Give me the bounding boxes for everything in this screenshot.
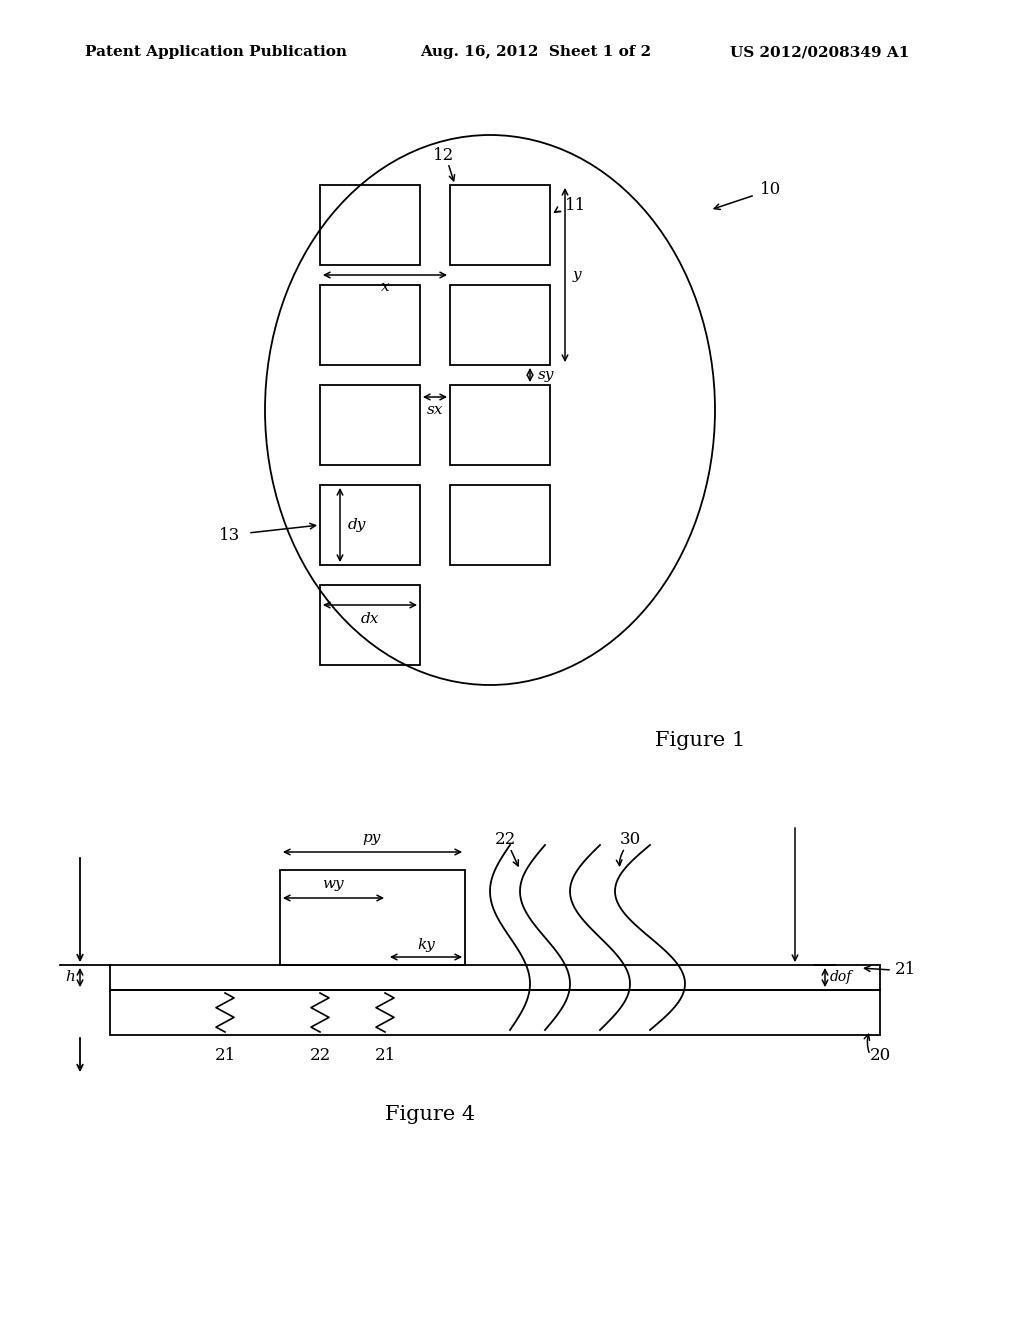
Text: 21: 21: [214, 1047, 236, 1064]
Text: dof: dof: [830, 970, 852, 983]
Text: 22: 22: [309, 1047, 331, 1064]
Text: Patent Application Publication: Patent Application Publication: [85, 45, 347, 59]
Bar: [319, 385, 420, 465]
Text: 21: 21: [895, 961, 916, 978]
Bar: [319, 484, 420, 565]
Text: 11: 11: [565, 197, 587, 214]
Text: 30: 30: [620, 832, 641, 849]
Bar: [319, 285, 420, 366]
Bar: [110, 990, 880, 1035]
Text: py: py: [362, 832, 381, 845]
Text: 22: 22: [495, 832, 516, 849]
Text: 20: 20: [870, 1047, 891, 1064]
Text: Aug. 16, 2012  Sheet 1 of 2: Aug. 16, 2012 Sheet 1 of 2: [420, 45, 651, 59]
Text: 10: 10: [760, 181, 781, 198]
Text: y: y: [573, 268, 582, 282]
Bar: [450, 185, 550, 265]
Text: Figure 4: Figure 4: [385, 1106, 475, 1125]
Bar: [450, 385, 550, 465]
Bar: [450, 484, 550, 565]
Text: sy: sy: [538, 368, 555, 381]
Bar: [280, 870, 465, 965]
Text: h: h: [66, 970, 75, 983]
Text: sx: sx: [427, 403, 443, 417]
Text: US 2012/0208349 A1: US 2012/0208349 A1: [730, 45, 909, 59]
Text: 21: 21: [375, 1047, 395, 1064]
Bar: [110, 965, 880, 990]
Text: ky: ky: [417, 939, 435, 952]
Text: dx: dx: [360, 612, 379, 626]
Text: wy: wy: [323, 876, 344, 891]
Text: 12: 12: [433, 147, 455, 164]
Text: Figure 1: Figure 1: [655, 730, 745, 750]
Bar: [450, 285, 550, 366]
Text: 13: 13: [219, 527, 240, 544]
Bar: [319, 585, 420, 665]
Bar: [319, 185, 420, 265]
Text: x: x: [381, 280, 389, 294]
Text: dy: dy: [348, 517, 367, 532]
